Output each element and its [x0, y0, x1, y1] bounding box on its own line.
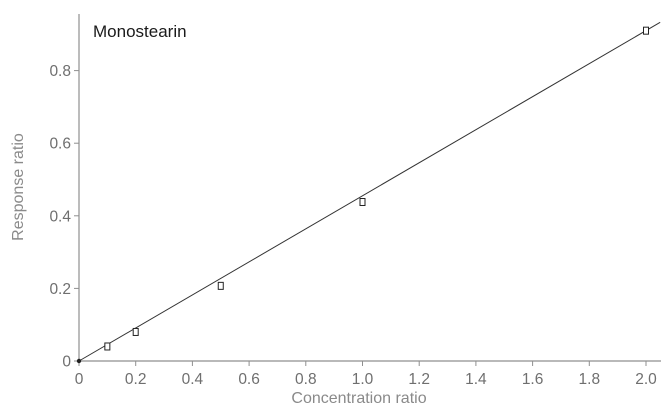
- x-tick-label: 1.4: [465, 371, 487, 388]
- x-ticks: 0 0.2 0.4 0.6 0.8 1.0 1.2 1.4 1.6 1.8 2.0: [75, 361, 657, 388]
- y-tick-label: 0.2: [49, 281, 71, 298]
- data-point: [643, 26, 649, 35]
- x-tick-label: 1.6: [522, 371, 544, 388]
- x-tick-label: 0.6: [238, 371, 260, 388]
- y-tick-label: 0.6: [49, 136, 71, 153]
- x-tick-label: 0.8: [295, 371, 317, 388]
- data-point: [359, 198, 366, 207]
- x-tick-label: 0: [75, 371, 84, 388]
- y-axis-label: Response ratio: [10, 133, 27, 241]
- x-tick-label: 1.8: [579, 371, 601, 388]
- fit-line: [78, 21, 661, 362]
- data-point: [132, 327, 139, 336]
- y-tick-label: 0.8: [49, 63, 71, 80]
- y-tick-label: 0.4: [49, 208, 71, 225]
- x-tick-label: 0.4: [182, 371, 204, 388]
- data-point: [217, 281, 224, 290]
- x-tick-label: 2.0: [635, 371, 657, 388]
- x-tick-label: 0.2: [125, 371, 147, 388]
- chart-annotation: Monostearin: [93, 22, 187, 41]
- data-point: [76, 358, 82, 364]
- y-tick-label: 0: [62, 354, 71, 371]
- x-tick-label: 1.0: [352, 371, 374, 388]
- x-tick-label: 1.2: [408, 371, 430, 388]
- x-axis-label: Concentration ratio: [291, 390, 426, 407]
- data-points: [76, 26, 649, 364]
- axes: [78, 14, 661, 362]
- data-point: [104, 342, 111, 351]
- y-ticks: 0 0.2 0.4 0.6 0.8: [49, 63, 79, 371]
